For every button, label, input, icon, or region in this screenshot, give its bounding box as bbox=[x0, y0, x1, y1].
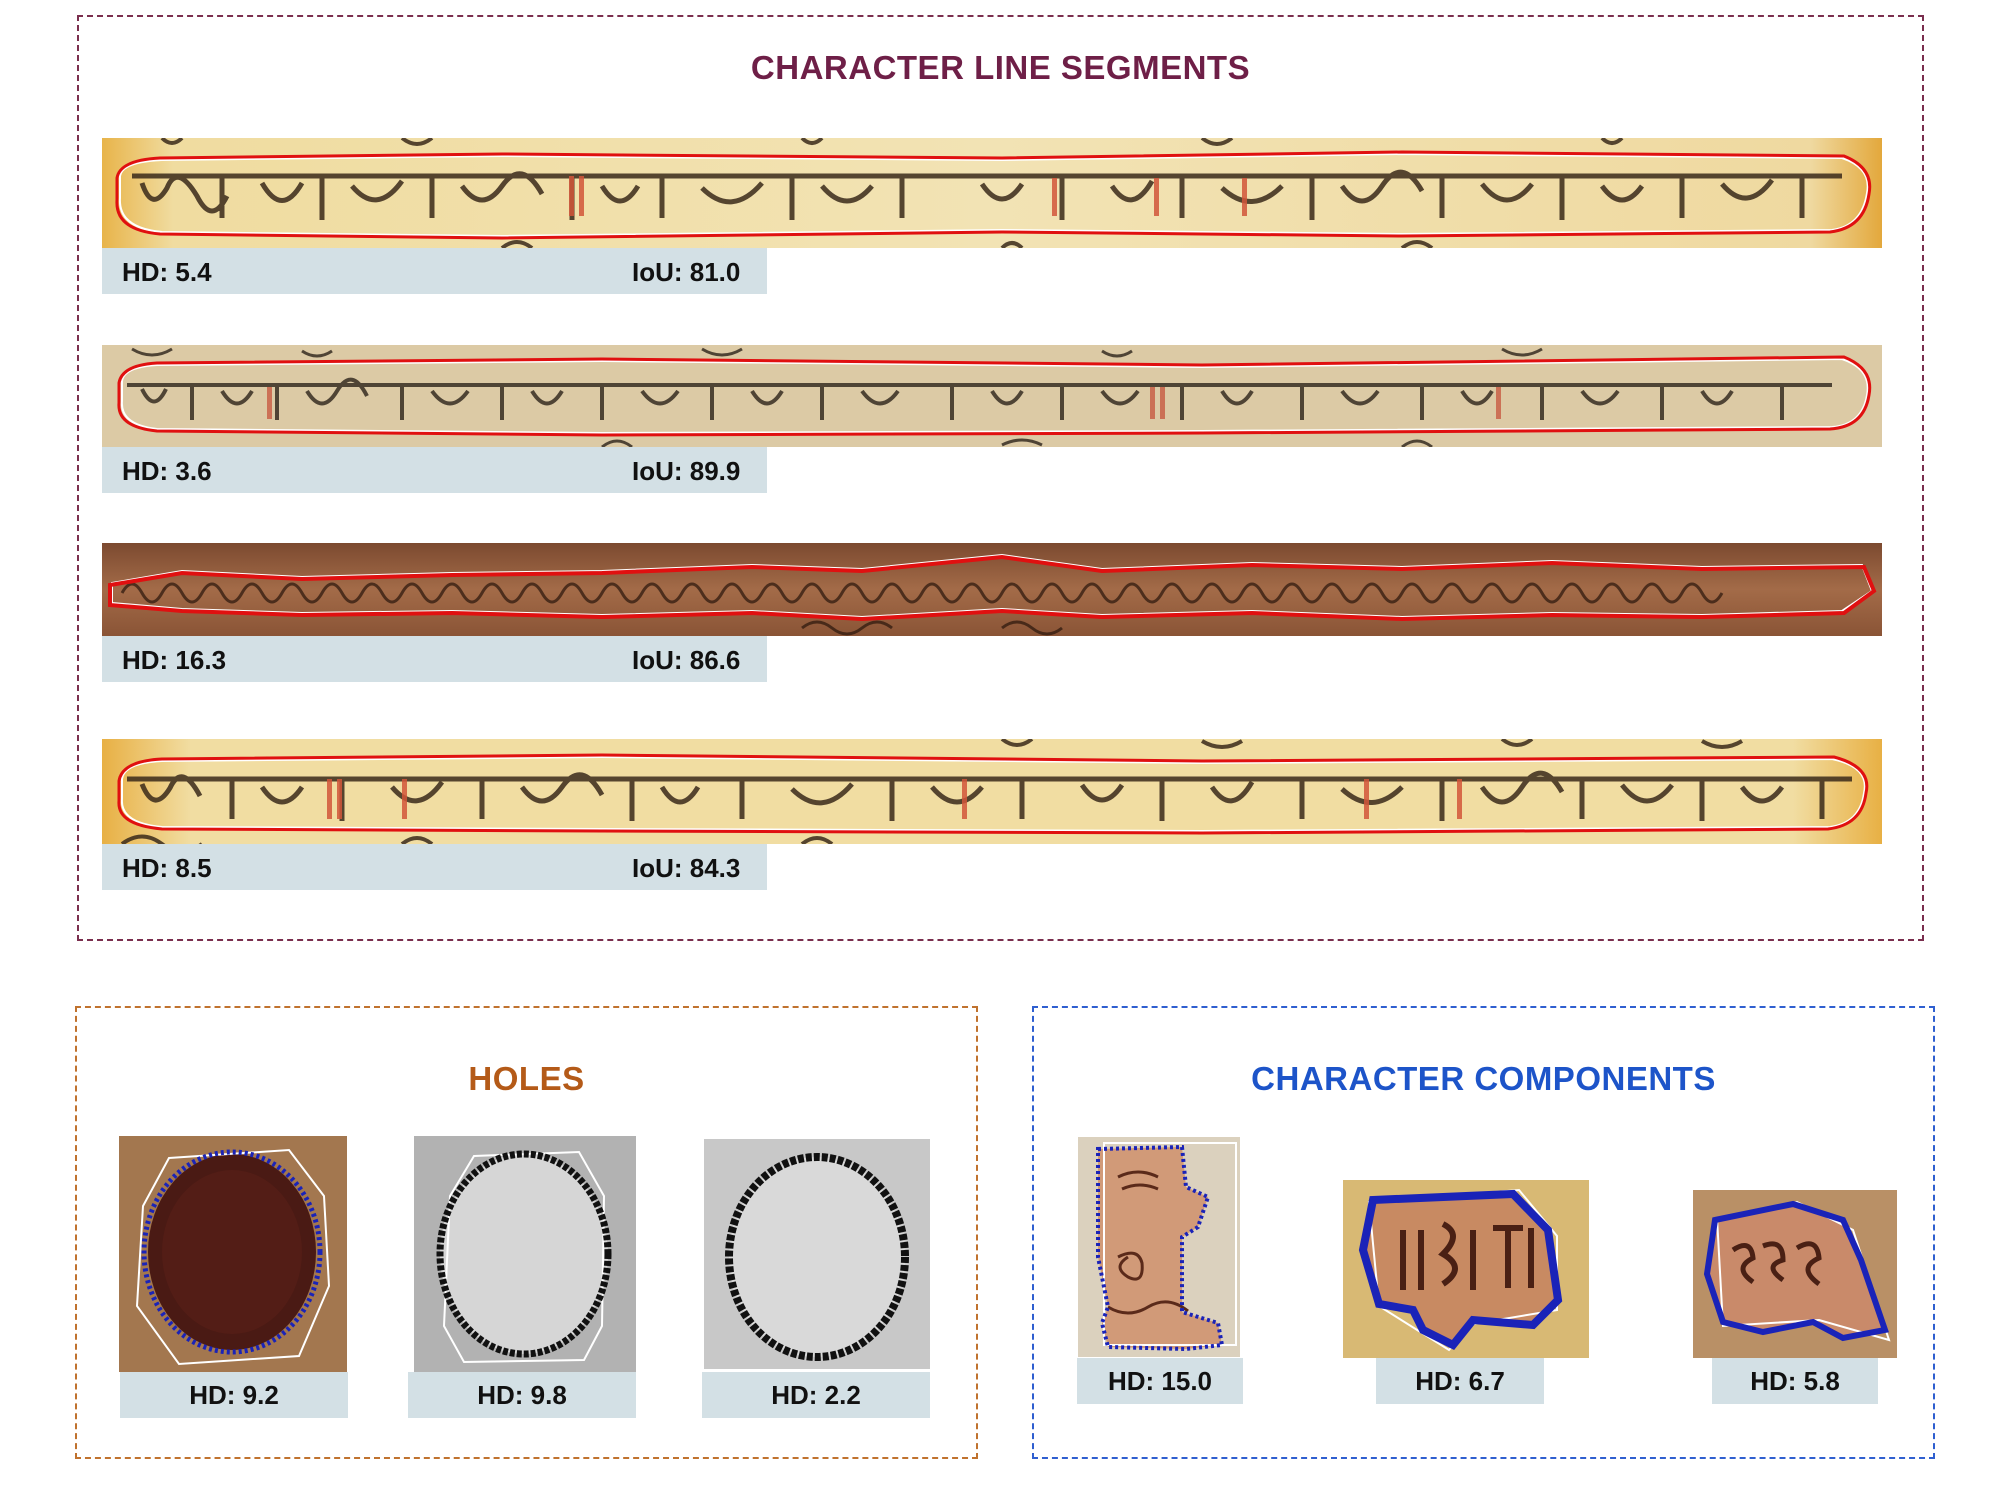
hole-hd-label-2: HD: 9.8 bbox=[408, 1372, 636, 1418]
component-image-2 bbox=[1343, 1180, 1589, 1358]
holes-title: HOLES bbox=[468, 1060, 585, 1097]
component-image-3 bbox=[1693, 1190, 1897, 1358]
metric-bar-1: HD: 5.4 IoU: 81.0 bbox=[102, 248, 767, 294]
component-hd-label-3: HD: 5.8 bbox=[1712, 1358, 1878, 1404]
metric-bar-4: HD: 8.5 IoU: 84.3 bbox=[102, 844, 767, 890]
hd-value: HD: 16.3 bbox=[122, 645, 227, 675]
metric-bar-2: HD: 3.6 IoU: 89.9 bbox=[102, 447, 767, 493]
line-segment-image-1 bbox=[102, 138, 1882, 248]
hole-image-3 bbox=[704, 1139, 930, 1369]
hole-image-2 bbox=[414, 1136, 636, 1372]
hd-value: HD: 3.6 bbox=[122, 456, 212, 486]
iou-value: IoU: 81.0 bbox=[632, 257, 741, 287]
line-segment-image-3 bbox=[102, 543, 1882, 636]
component-image-1 bbox=[1078, 1137, 1240, 1357]
hole-image-1 bbox=[119, 1136, 347, 1372]
component-hd-label-1: HD: 15.0 bbox=[1077, 1358, 1243, 1404]
line-segments-panel: CHARACTER LINE SEGMENTS bbox=[77, 15, 1924, 941]
line-segments-title: CHARACTER LINE SEGMENTS bbox=[750, 49, 1251, 86]
line-segment-image-4 bbox=[102, 739, 1882, 844]
iou-value: IoU: 89.9 bbox=[632, 456, 741, 486]
iou-value: IoU: 86.6 bbox=[632, 645, 741, 675]
metric-bar-3: HD: 16.3 IoU: 86.6 bbox=[102, 636, 767, 682]
character-components-title: CHARACTER COMPONENTS bbox=[1251, 1060, 1716, 1097]
character-components-panel: CHARACTER COMPONENTS bbox=[1032, 1006, 1935, 1459]
hd-value: HD: 5.4 bbox=[122, 257, 212, 287]
line-segment-image-2 bbox=[102, 345, 1882, 447]
hole-hd-label-3: HD: 2.2 bbox=[702, 1372, 930, 1418]
hd-value: HD: 8.5 bbox=[122, 853, 212, 883]
component-hd-label-2: HD: 6.7 bbox=[1376, 1358, 1544, 1404]
hole-hd-label-1: HD: 9.2 bbox=[120, 1372, 348, 1418]
holes-panel: HOLES bbox=[75, 1006, 978, 1459]
iou-value: IoU: 84.3 bbox=[632, 853, 741, 883]
